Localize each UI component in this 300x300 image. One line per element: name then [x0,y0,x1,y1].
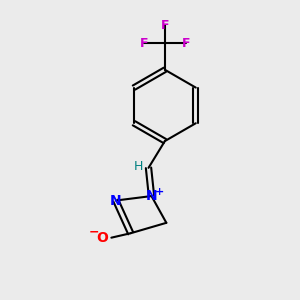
Text: +: + [155,187,164,196]
Text: F: F [140,37,148,50]
Text: O: O [97,231,108,245]
Text: H: H [134,160,143,173]
Text: F: F [182,37,190,50]
Text: −: − [89,225,99,238]
Text: F: F [160,19,169,32]
Text: N: N [146,189,157,203]
Text: N: N [110,194,122,208]
